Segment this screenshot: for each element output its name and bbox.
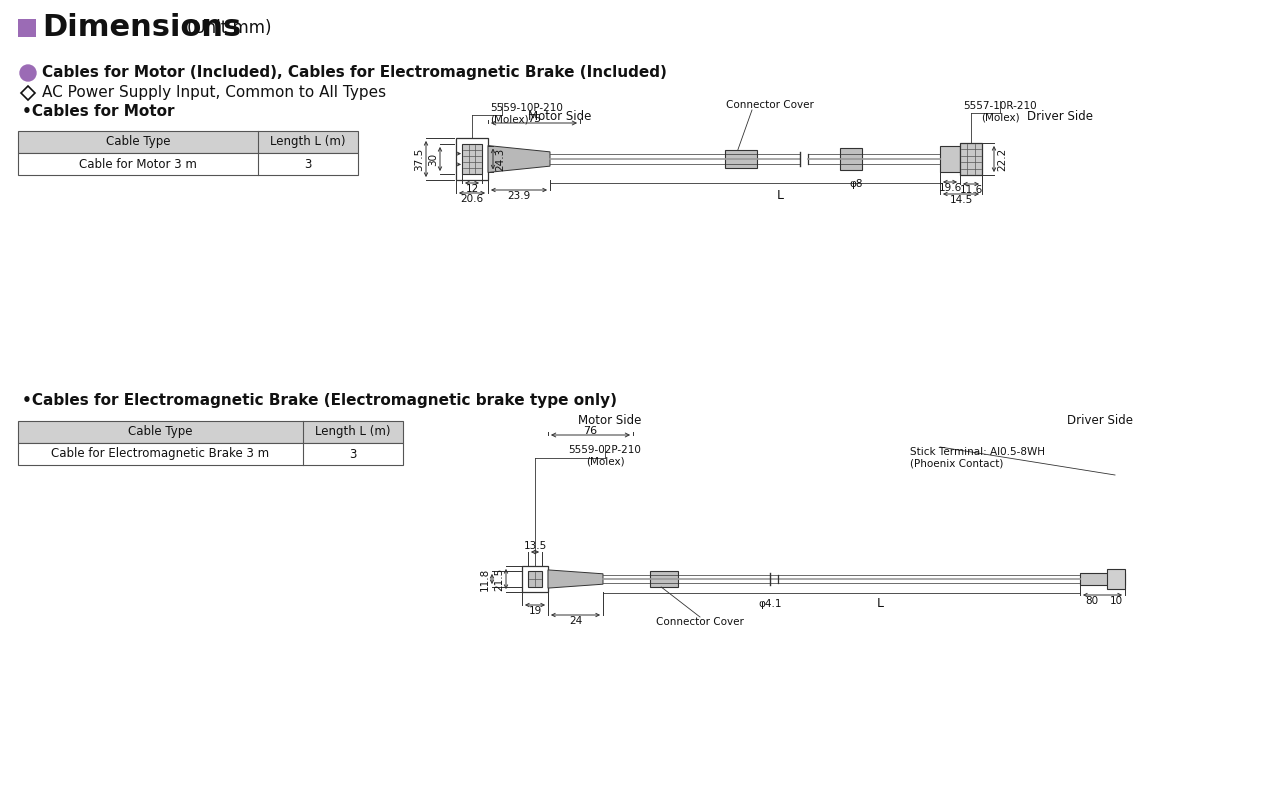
Bar [960, 143, 982, 175]
Text: 3: 3 [349, 448, 357, 460]
Text: 19.6: 19.6 [938, 183, 961, 193]
Bar [522, 566, 548, 592]
Text: Driver Side: Driver Side [1068, 413, 1133, 426]
Text: Motor Side: Motor Side [529, 111, 591, 123]
Text: Cable Type: Cable Type [128, 425, 193, 439]
Text: AC Power Supply Input, Common to All Types: AC Power Supply Input, Common to All Typ… [42, 86, 387, 100]
Text: 24: 24 [568, 616, 582, 626]
Bar [18, 131, 358, 153]
Text: Connector Cover: Connector Cover [657, 617, 744, 627]
Bar [940, 146, 960, 172]
Text: Cables for Motor (Included), Cables for Electromagnetic Brake (Included): Cables for Motor (Included), Cables for … [42, 65, 667, 80]
Bar [462, 144, 483, 174]
Text: Driver Side: Driver Side [1027, 111, 1093, 123]
Text: 37.5: 37.5 [413, 147, 424, 171]
Text: Length L (m): Length L (m) [315, 425, 390, 439]
Text: Stick Terminal: AI0.5-8WH
(Phoenix Contact): Stick Terminal: AI0.5-8WH (Phoenix Conta… [910, 447, 1044, 468]
Bar [18, 421, 403, 443]
Text: 11.6: 11.6 [960, 185, 983, 195]
Text: 3: 3 [305, 157, 312, 170]
Text: 5559-02P-210
(Molex): 5559-02P-210 (Molex) [568, 445, 641, 467]
Text: φ8: φ8 [849, 179, 863, 189]
Text: Cable for Motor 3 m: Cable for Motor 3 m [79, 157, 197, 170]
Text: 5559-10P-210
(Molex): 5559-10P-210 (Molex) [490, 103, 563, 125]
Text: 24.3: 24.3 [495, 147, 506, 171]
Text: Length L (m): Length L (m) [270, 135, 346, 149]
Polygon shape [548, 570, 603, 588]
Polygon shape [488, 145, 550, 173]
Text: 19: 19 [529, 606, 541, 616]
Text: 30: 30 [428, 153, 438, 165]
Text: •Cables for Electromagnetic Brake (Electromagnetic brake type only): •Cables for Electromagnetic Brake (Elect… [22, 393, 617, 408]
Text: Motor Side: Motor Side [579, 413, 641, 426]
Text: 75: 75 [527, 114, 541, 124]
Text: 23.9: 23.9 [507, 191, 531, 201]
Text: 76: 76 [582, 426, 596, 436]
Bar [1080, 573, 1125, 585]
Text: L: L [777, 189, 783, 202]
Bar [18, 19, 36, 37]
Bar [18, 153, 358, 175]
Bar [18, 443, 403, 465]
Text: Dimensions: Dimensions [42, 14, 241, 42]
Bar [840, 148, 861, 170]
Text: 11.8: 11.8 [480, 568, 490, 591]
Bar [724, 150, 756, 168]
Circle shape [20, 65, 36, 81]
Text: 13.5: 13.5 [524, 541, 547, 551]
Text: 14.5: 14.5 [950, 195, 973, 205]
Text: 10: 10 [1110, 596, 1123, 606]
Bar [529, 571, 541, 587]
Text: φ4.1: φ4.1 [758, 599, 782, 609]
Text: •Cables for Motor: •Cables for Motor [22, 104, 174, 119]
Bar [650, 571, 678, 587]
Text: 12: 12 [466, 184, 479, 194]
Text: 5557-10R-210
(Molex): 5557-10R-210 (Molex) [963, 101, 1037, 122]
Bar [456, 138, 488, 180]
Text: (Unit mm): (Unit mm) [187, 19, 271, 37]
Text: 20.6: 20.6 [461, 194, 484, 204]
Text: Cable for Electromagnetic Brake 3 m: Cable for Electromagnetic Brake 3 m [51, 448, 270, 460]
Text: Cable Type: Cable Type [106, 135, 170, 149]
Text: 80: 80 [1085, 596, 1098, 606]
Text: L: L [877, 597, 883, 610]
Text: 21.5: 21.5 [494, 568, 504, 591]
Bar [1107, 569, 1125, 589]
Text: Connector Cover: Connector Cover [726, 100, 814, 110]
Text: 22.2: 22.2 [997, 147, 1007, 171]
